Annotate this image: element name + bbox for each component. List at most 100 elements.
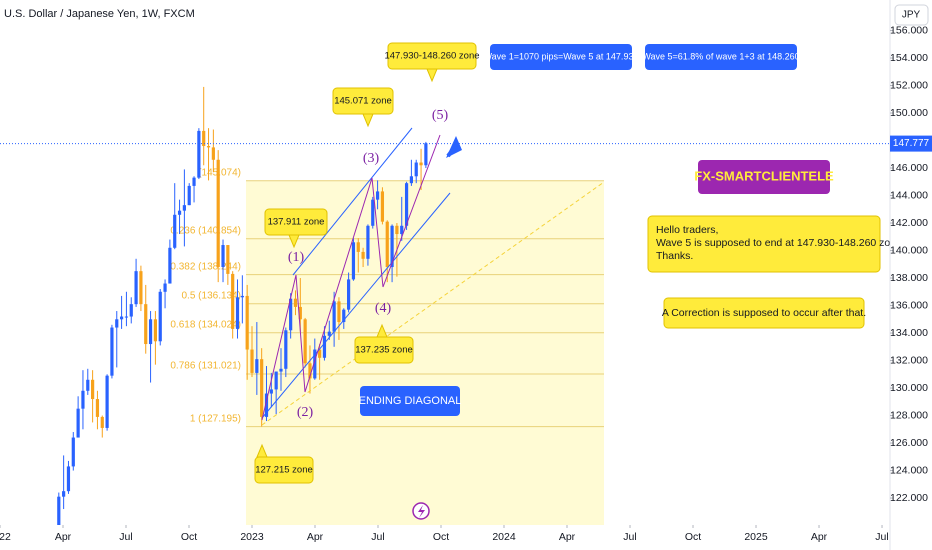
- candle-body: [57, 496, 61, 537]
- candle-body: [86, 379, 90, 391]
- candle-body: [105, 375, 109, 428]
- wave-path: [261, 134, 441, 421]
- callout-text: 127.215 zone: [255, 465, 313, 476]
- correction-text: A Correction is supposed to occur after …: [662, 307, 866, 319]
- candle-body: [144, 304, 148, 345]
- candle-body: [400, 225, 404, 235]
- y-tick-label: 130.000: [890, 382, 928, 394]
- x-tick-label: Apr: [811, 531, 828, 543]
- x-tick-label: Jul: [875, 531, 888, 543]
- candle-body: [81, 390, 85, 409]
- candle-body: [284, 330, 288, 369]
- x-tick-label: 2023: [240, 531, 264, 543]
- x-tick-label: 2025: [744, 531, 768, 543]
- candle-body: [66, 466, 71, 492]
- candle-body: [211, 147, 215, 160]
- candle-body: [361, 251, 365, 259]
- wave-label: (5): [432, 108, 449, 123]
- candle-body: [221, 245, 225, 268]
- fib-label: 0.618 (134.024): [170, 319, 241, 330]
- y-tick-label: 138.000: [890, 272, 928, 284]
- candle-body: [250, 349, 254, 373]
- candle-body: [192, 177, 196, 186]
- x-tick-label: Jul: [119, 531, 132, 543]
- candle-body: [332, 301, 336, 332]
- event-bolt: [418, 505, 425, 518]
- currency-button[interactable]: [894, 4, 929, 26]
- candle-body: [245, 295, 249, 350]
- y-tick-label: 124.000: [890, 464, 928, 476]
- y-tick-label: 134.000: [890, 327, 928, 339]
- callout-box: [387, 42, 477, 70]
- candle-body: [347, 279, 351, 310]
- note-box: [647, 215, 881, 273]
- candle-body: [390, 225, 394, 268]
- callout-text: 147.930-148.260 zone: [384, 51, 479, 62]
- y-tick-label: 128.000: [890, 409, 928, 421]
- fib-label: 0.236 (140.854): [170, 225, 241, 236]
- y-tick-label: 132.000: [890, 354, 928, 366]
- candle-body: [163, 283, 167, 292]
- y-tick-label: 126.000: [890, 437, 928, 449]
- candle-body: [177, 210, 182, 215]
- blue-note-text: ENDING DIAGONAL: [359, 395, 462, 407]
- candle-body: [62, 491, 66, 497]
- candle-body: [100, 416, 104, 428]
- x-tick-label: Jul: [371, 531, 384, 543]
- drawings: [261, 127, 605, 520]
- candle-body: [153, 319, 158, 342]
- candle-body: [139, 271, 143, 305]
- candle-body: [206, 146, 211, 148]
- wave-label: (2): [297, 405, 314, 420]
- y-tick-label: 136.000: [890, 299, 928, 311]
- y-tick-label: 122.000: [890, 492, 928, 504]
- candle-body: [235, 297, 240, 329]
- correction-box: [663, 297, 865, 329]
- callout-box: [332, 87, 394, 115]
- annotations: 147.930-148.260 zone 145.071 zone 137.911 …: [254, 42, 905, 484]
- note-line: Thanks.: [656, 250, 693, 262]
- candle-body: [279, 368, 283, 372]
- callout-text: 145.071 zone: [334, 96, 392, 107]
- y-tick-label: 152.000: [890, 79, 928, 91]
- x-tick-label: Oct: [685, 531, 701, 543]
- candle-body: [289, 298, 293, 331]
- candle-body: [260, 359, 264, 417]
- candle-body: [231, 273, 235, 329]
- x-tick-label: Oct: [181, 531, 197, 543]
- last-price-tag: [890, 135, 932, 152]
- callout-box: [254, 456, 314, 484]
- time-axis-bg: [0, 525, 932, 550]
- candle-body: [322, 335, 327, 358]
- brand-text: FX-SMARTCLIENTELE: [694, 168, 834, 183]
- blue-note-box: [360, 386, 460, 416]
- x-tick-label: 22: [0, 531, 11, 543]
- callout-text: 137.235 zone: [355, 345, 413, 356]
- x-tick-label: Oct: [433, 531, 449, 543]
- candle-body: [327, 331, 331, 336]
- candle-body: [318, 349, 322, 358]
- candle-body: [95, 399, 100, 417]
- wave-label: (1): [288, 250, 305, 265]
- candle-body: [409, 176, 413, 184]
- candle-body: [380, 191, 385, 222]
- candle-body: [158, 291, 162, 342]
- x-tick-label: Apr: [559, 531, 576, 543]
- candle-body: [404, 183, 409, 226]
- candle-body: [414, 162, 418, 177]
- candle-body: [419, 162, 423, 166]
- x-tick-label: Apr: [307, 531, 324, 543]
- candle-body: [337, 301, 341, 323]
- candle-body: [173, 214, 177, 248]
- fib-label: 0.5 (136.134): [182, 290, 242, 301]
- candle-body: [385, 221, 389, 268]
- arrow-shaft: [446, 142, 459, 158]
- candle-body: [375, 191, 380, 200]
- candle-body: [182, 205, 186, 211]
- candle-body: [148, 319, 153, 345]
- candle-body: [274, 371, 278, 390]
- y-tick-label: 142.000: [890, 217, 928, 229]
- note-line: Wave 5 is supposed to end at 147.930-148…: [656, 237, 905, 249]
- currency: JPY: [902, 10, 921, 21]
